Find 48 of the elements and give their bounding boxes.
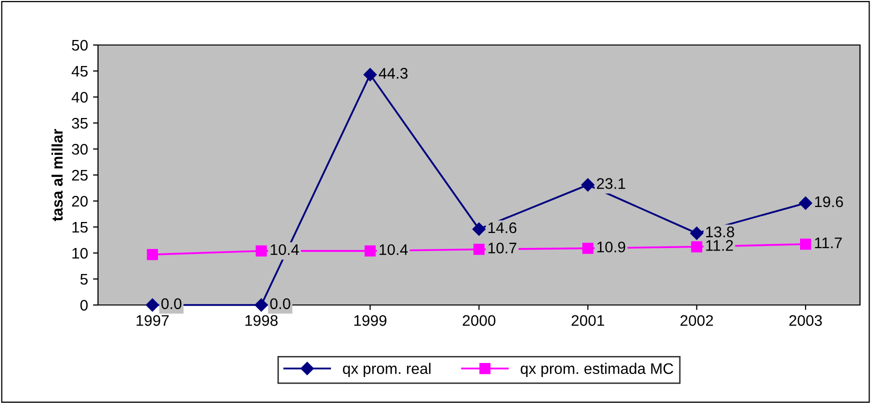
y-tick-label: 5 bbox=[80, 274, 88, 285]
point bbox=[364, 245, 376, 256]
legend-label: qx prom. real bbox=[342, 362, 430, 378]
y-tick-label: 30 bbox=[72, 144, 88, 155]
data-label: 10.4 bbox=[380, 244, 408, 256]
data-label: 14.6 bbox=[488, 222, 516, 234]
data-label: 10.7 bbox=[488, 242, 516, 254]
data-label: 13.8 bbox=[706, 226, 734, 238]
y-tick-label: 0 bbox=[80, 300, 88, 311]
y-tick-label: 10 bbox=[72, 248, 88, 259]
data-label: 11.2 bbox=[706, 240, 733, 251]
x-tick-label: 1999 bbox=[354, 315, 386, 326]
data-label: 0.0 bbox=[270, 298, 290, 310]
point bbox=[146, 249, 158, 260]
x-tick-label: 1997 bbox=[136, 315, 169, 326]
y-tick-label: 25 bbox=[72, 170, 88, 181]
point bbox=[364, 68, 377, 82]
data-label: 44.3 bbox=[378, 68, 408, 79]
point bbox=[582, 242, 594, 254]
x-tick-label: 2003 bbox=[789, 315, 822, 326]
y-tick-label: 20 bbox=[72, 196, 88, 207]
point bbox=[691, 241, 702, 252]
data-label: 23.1 bbox=[596, 178, 626, 189]
y-tick-label: 40 bbox=[72, 92, 88, 103]
point bbox=[800, 238, 812, 250]
point bbox=[798, 196, 812, 210]
point bbox=[146, 298, 160, 312]
y-tick-label: 15 bbox=[72, 222, 88, 233]
point bbox=[256, 245, 267, 256]
x-tick-label: 2000 bbox=[462, 315, 496, 326]
y-axis-title: tasa al millar bbox=[51, 128, 63, 222]
x-tick-label: 2002 bbox=[680, 315, 713, 326]
point bbox=[254, 298, 268, 312]
data-label: 0.0 bbox=[161, 298, 182, 310]
point bbox=[581, 178, 594, 192]
y-tick-label: 35 bbox=[72, 118, 88, 129]
y-tick-label: 50 bbox=[72, 40, 88, 51]
data-label: 19.6 bbox=[815, 196, 843, 208]
data-label: 10.9 bbox=[597, 242, 626, 252]
point bbox=[472, 222, 486, 236]
y-tick-label: 45 bbox=[72, 66, 88, 77]
x-tick-label: 1998 bbox=[245, 315, 278, 326]
data-label: 10.4 bbox=[270, 244, 299, 256]
legend-label: qx prom. estimada MC bbox=[520, 362, 674, 378]
point bbox=[473, 244, 485, 255]
data-label: 11.7 bbox=[815, 238, 842, 248]
point bbox=[690, 226, 704, 240]
x-tick-label: 2001 bbox=[572, 315, 604, 326]
